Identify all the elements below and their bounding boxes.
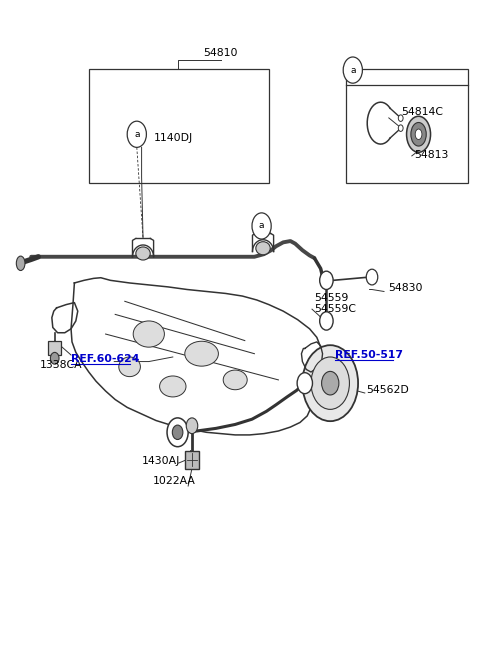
Circle shape <box>398 115 403 121</box>
Text: a: a <box>259 221 264 231</box>
Text: a: a <box>350 66 356 75</box>
Circle shape <box>322 371 339 395</box>
Ellipse shape <box>159 376 186 397</box>
Text: 54559C: 54559C <box>314 305 356 314</box>
Circle shape <box>343 57 362 83</box>
Circle shape <box>311 357 349 409</box>
Circle shape <box>252 213 271 239</box>
Circle shape <box>297 373 312 394</box>
Text: 1430AJ: 1430AJ <box>142 456 180 466</box>
Ellipse shape <box>136 247 150 260</box>
Ellipse shape <box>16 256 25 271</box>
Circle shape <box>302 345 358 421</box>
Text: 54559: 54559 <box>314 293 349 303</box>
Circle shape <box>320 271 333 290</box>
Text: REF.50-517: REF.50-517 <box>335 350 403 360</box>
Text: 54830: 54830 <box>388 283 422 293</box>
Circle shape <box>320 312 333 330</box>
Circle shape <box>366 269 378 285</box>
Text: 1338CA: 1338CA <box>39 360 82 371</box>
Ellipse shape <box>415 129 422 140</box>
FancyBboxPatch shape <box>185 451 199 469</box>
Text: 1140DJ: 1140DJ <box>154 132 193 143</box>
Text: 54813: 54813 <box>414 151 448 160</box>
Ellipse shape <box>223 370 247 390</box>
Ellipse shape <box>133 321 164 347</box>
Text: a: a <box>134 130 140 139</box>
Text: REF.60-624: REF.60-624 <box>71 354 139 364</box>
Circle shape <box>50 352 59 364</box>
FancyBboxPatch shape <box>48 341 61 355</box>
Ellipse shape <box>256 242 270 255</box>
Ellipse shape <box>119 357 141 377</box>
Circle shape <box>172 425 183 440</box>
Circle shape <box>127 121 146 147</box>
Ellipse shape <box>411 122 426 146</box>
Text: 1022AA: 1022AA <box>152 476 195 486</box>
Circle shape <box>167 418 188 447</box>
Text: 54810: 54810 <box>204 48 238 58</box>
Text: 54814C: 54814C <box>401 107 443 117</box>
Circle shape <box>186 418 198 434</box>
Text: 54562D: 54562D <box>366 385 408 396</box>
Ellipse shape <box>185 341 218 366</box>
Circle shape <box>398 125 403 132</box>
Ellipse shape <box>407 116 431 152</box>
